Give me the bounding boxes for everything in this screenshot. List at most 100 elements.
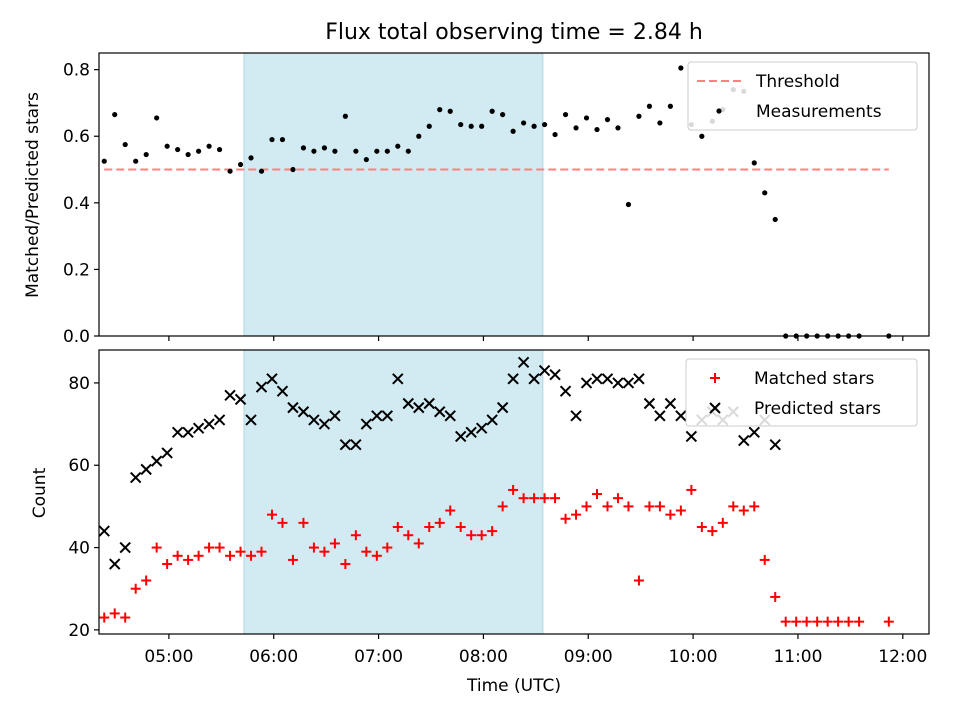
predicted-star-point (392, 373, 404, 385)
predicted-marker-b (444, 410, 456, 422)
measurement-point (332, 148, 338, 154)
measurement-point (521, 120, 527, 126)
matched-star-point (204, 542, 215, 553)
measurement-point (500, 111, 506, 118)
measurement-point (185, 151, 191, 158)
predicted-marker-b (580, 377, 593, 389)
bottom-y-tick-label: 20 (68, 621, 90, 641)
x-tick-label: 06:00 (249, 647, 298, 667)
matched-star-point (183, 554, 194, 565)
measurement-point (164, 143, 170, 149)
predicted-star-point (98, 525, 110, 537)
matched-star-point (424, 521, 435, 532)
predicted-star-point (685, 430, 698, 443)
predicted-marker-b (601, 373, 614, 385)
matched-star-point (109, 608, 120, 619)
predicted-star-point (308, 414, 320, 426)
measurement-point (531, 123, 537, 129)
predicted-marker-b (140, 463, 152, 476)
measurement-point (657, 120, 663, 126)
matched-star-point (340, 559, 351, 570)
predicted-star-point (633, 373, 645, 385)
matched-star-point (780, 616, 791, 627)
predicted-marker-b (255, 381, 268, 393)
measurement-point (489, 108, 495, 114)
measurement-point (646, 103, 653, 109)
predicted-marker-b (350, 438, 362, 451)
x-tick-label: 07:00 (354, 647, 403, 667)
legend-predicted-swatch (709, 402, 721, 414)
matched-star-point (235, 546, 246, 557)
matched-star-point (707, 526, 718, 537)
predicted-marker-b (591, 373, 603, 385)
predicted-marker-b (192, 422, 205, 434)
top-y-tick-label: 0.0 (63, 327, 90, 347)
predicted-marker-b (266, 373, 278, 385)
matched-star-point (434, 517, 445, 528)
predicted-marker-b (675, 410, 687, 422)
predicted-marker-b (643, 397, 656, 410)
measurement-point (237, 161, 244, 168)
measurement-point (384, 148, 390, 154)
predicted-marker-b (161, 447, 173, 459)
predicted-marker-b (654, 410, 666, 422)
matched-star-point (738, 505, 749, 516)
measurement-point (772, 216, 778, 223)
measurement-point (678, 65, 684, 71)
predicted-marker-b (318, 418, 331, 430)
predicted-star-point (329, 410, 341, 422)
predicted-star-point (517, 356, 530, 369)
x-tick-label: 12:00 (878, 647, 927, 667)
measurement-point (395, 143, 401, 149)
measurement-point (573, 125, 579, 131)
measurement-point (353, 148, 359, 154)
predicted-star-point (549, 368, 561, 381)
predicted-marker-b (685, 430, 698, 443)
measurement-point (636, 113, 642, 119)
predicted-marker-b (769, 438, 781, 451)
matched-star-point (319, 546, 330, 557)
bottom-legend-box (685, 358, 918, 427)
predicted-star-point (109, 558, 121, 570)
matched-star-point (371, 550, 382, 561)
x-tick-label: 10:00 (669, 647, 718, 667)
measurement-point (562, 111, 569, 118)
predicted-star-point (381, 410, 394, 422)
predicted-marker-b (402, 397, 414, 410)
predicted-star-point (486, 414, 498, 426)
predicted-marker-b (538, 364, 551, 377)
measurement-point (154, 115, 160, 121)
matched-star-point (350, 530, 361, 541)
matched-star-point (633, 575, 644, 586)
measurement-point (374, 148, 380, 154)
matched-star-point (539, 493, 550, 504)
predicted-marker-b (633, 373, 645, 385)
measurement-point (447, 108, 453, 114)
matched-star-point (833, 616, 844, 627)
predicted-star-point (150, 455, 163, 467)
predicted-marker-b (360, 418, 373, 430)
matched-star-point (592, 489, 602, 500)
matched-star-point (497, 501, 508, 512)
matched-star-point (308, 542, 319, 553)
predicted-marker-b (329, 410, 341, 422)
predicted-star-point (182, 426, 194, 439)
predicted-marker-b (213, 414, 226, 426)
legend-matched-label: Matched stars (754, 369, 874, 389)
predicted-marker-b (570, 410, 582, 422)
top-y-tick-label: 0.2 (63, 260, 90, 280)
measurement-point (625, 201, 632, 208)
predicted-star-point (423, 397, 435, 410)
predicted-marker-b (507, 373, 519, 385)
matched-star-point (329, 538, 340, 549)
predicted-star-point (748, 426, 760, 439)
matched-star-point (246, 550, 257, 561)
measurement-point (615, 125, 621, 131)
predicted-star-point (402, 397, 414, 410)
predicted-marker-b (150, 455, 163, 467)
matched-star-point (602, 501, 613, 512)
measurement-point (437, 107, 443, 113)
matched-star-point (445, 505, 456, 516)
predicted-marker-b (371, 410, 383, 422)
measurement-point (143, 151, 149, 158)
